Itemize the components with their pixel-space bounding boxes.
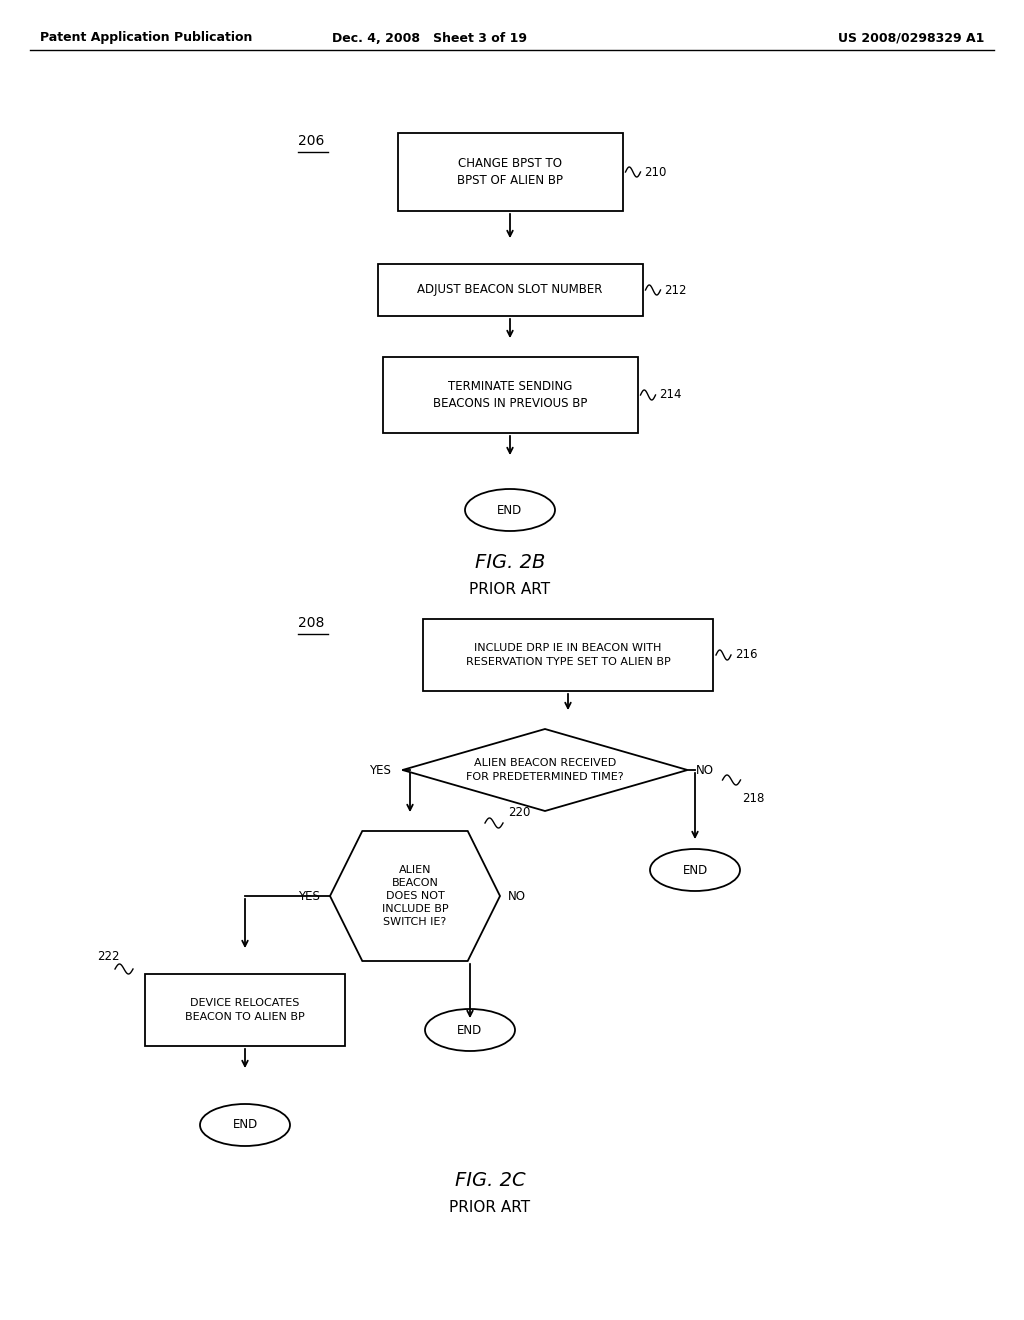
Text: PRIOR ART: PRIOR ART bbox=[469, 582, 551, 598]
Polygon shape bbox=[402, 729, 687, 810]
Text: 218: 218 bbox=[742, 792, 765, 804]
Text: 208: 208 bbox=[298, 616, 325, 630]
Text: Patent Application Publication: Patent Application Publication bbox=[40, 32, 252, 45]
Text: END: END bbox=[458, 1023, 482, 1036]
Text: 222: 222 bbox=[97, 949, 120, 962]
Text: ALIEN BEACON RECEIVED
FOR PREDETERMINED TIME?: ALIEN BEACON RECEIVED FOR PREDETERMINED … bbox=[466, 759, 624, 781]
Text: 214: 214 bbox=[659, 388, 682, 401]
Text: END: END bbox=[232, 1118, 258, 1131]
FancyBboxPatch shape bbox=[423, 619, 713, 690]
Text: Dec. 4, 2008   Sheet 3 of 19: Dec. 4, 2008 Sheet 3 of 19 bbox=[333, 32, 527, 45]
Text: CHANGE BPST TO
BPST OF ALIEN BP: CHANGE BPST TO BPST OF ALIEN BP bbox=[457, 157, 563, 187]
Text: INCLUDE DRP IE IN BEACON WITH
RESERVATION TYPE SET TO ALIEN BP: INCLUDE DRP IE IN BEACON WITH RESERVATIO… bbox=[466, 643, 671, 667]
Text: YES: YES bbox=[298, 890, 319, 903]
Text: NO: NO bbox=[508, 890, 526, 903]
Ellipse shape bbox=[650, 849, 740, 891]
Text: DEVICE RELOCATES
BEACON TO ALIEN BP: DEVICE RELOCATES BEACON TO ALIEN BP bbox=[185, 998, 305, 1022]
Ellipse shape bbox=[425, 1008, 515, 1051]
Ellipse shape bbox=[200, 1104, 290, 1146]
Text: ALIEN
BEACON
DOES NOT
INCLUDE BP
SWITCH IE?: ALIEN BEACON DOES NOT INCLUDE BP SWITCH … bbox=[382, 865, 449, 928]
Text: 220: 220 bbox=[508, 807, 530, 820]
FancyBboxPatch shape bbox=[397, 133, 623, 211]
Text: US 2008/0298329 A1: US 2008/0298329 A1 bbox=[838, 32, 984, 45]
Text: END: END bbox=[498, 503, 522, 516]
FancyBboxPatch shape bbox=[378, 264, 642, 315]
Text: 206: 206 bbox=[298, 135, 325, 148]
Text: FIG. 2C: FIG. 2C bbox=[455, 1171, 525, 1189]
Text: NO: NO bbox=[695, 763, 714, 776]
Text: YES: YES bbox=[369, 763, 390, 776]
Text: ADJUST BEACON SLOT NUMBER: ADJUST BEACON SLOT NUMBER bbox=[418, 284, 603, 297]
Text: FIG. 2B: FIG. 2B bbox=[475, 553, 545, 573]
Ellipse shape bbox=[465, 488, 555, 531]
Text: 216: 216 bbox=[735, 648, 758, 661]
Text: END: END bbox=[682, 863, 708, 876]
Text: PRIOR ART: PRIOR ART bbox=[450, 1200, 530, 1216]
FancyBboxPatch shape bbox=[383, 356, 638, 433]
FancyBboxPatch shape bbox=[145, 974, 345, 1045]
Text: 212: 212 bbox=[665, 284, 687, 297]
Polygon shape bbox=[330, 832, 500, 961]
Text: 210: 210 bbox=[644, 165, 667, 178]
Text: TERMINATE SENDING
BEACONS IN PREVIOUS BP: TERMINATE SENDING BEACONS IN PREVIOUS BP bbox=[433, 380, 587, 411]
